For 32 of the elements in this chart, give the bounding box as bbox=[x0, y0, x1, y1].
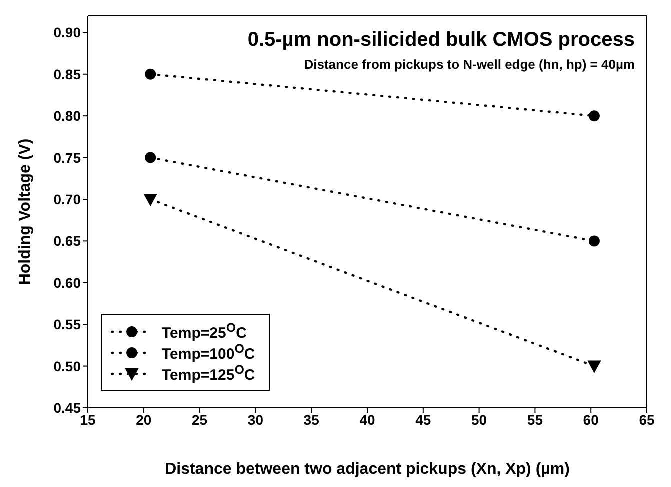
x-tick-label: 35 bbox=[304, 412, 320, 428]
x-tick-label: 15 bbox=[80, 412, 96, 428]
y-tick-label: 0.45 bbox=[54, 400, 82, 416]
x-tick-label: 40 bbox=[360, 412, 376, 428]
point bbox=[145, 68, 156, 80]
y-tick-label: 0.90 bbox=[54, 24, 82, 41]
y-tick-label: 0.75 bbox=[54, 150, 82, 166]
x-tick-label: 60 bbox=[583, 412, 600, 428]
x-tick-label: 45 bbox=[416, 412, 432, 428]
x-tick-label: 30 bbox=[248, 412, 264, 428]
point bbox=[588, 110, 600, 122]
legend-label: Temp=25$^{O}$C bbox=[162, 321, 247, 342]
legend-label: Temp=100$^{O}$C bbox=[162, 342, 256, 363]
x-tick-label: 50 bbox=[472, 412, 488, 428]
x-tick-label: 55 bbox=[527, 412, 544, 428]
x-tick-label: 25 bbox=[192, 412, 208, 428]
y-tick-label: 0.60 bbox=[54, 274, 82, 291]
y-tick-label: 0.70 bbox=[54, 191, 82, 208]
text: 0.5-µm non-silicided bulk CMOS process bbox=[248, 29, 635, 51]
x-axis-title: Distance between two adjacent pickups (Xn, Xp) (µm) bbox=[165, 461, 570, 478]
legend-label: Temp=125$^{O}$C bbox=[162, 363, 256, 384]
y-tick-label: 0.80 bbox=[54, 108, 82, 124]
y-tick-label: 0.50 bbox=[54, 358, 82, 374]
y-tick-label: 0.65 bbox=[54, 233, 82, 250]
point bbox=[145, 152, 156, 164]
text: Distance from pickups to N-well edge (hn, hp) = 40µm bbox=[304, 57, 635, 72]
x-tick-label: 65 bbox=[639, 412, 655, 428]
y-tick-label: 0.55 bbox=[54, 316, 82, 333]
y-tick-label: 0.85 bbox=[54, 66, 82, 82]
point bbox=[588, 236, 600, 247]
x-tick-label: 20 bbox=[136, 412, 152, 428]
y-axis-title: Holding Voltage (V) bbox=[17, 138, 34, 286]
